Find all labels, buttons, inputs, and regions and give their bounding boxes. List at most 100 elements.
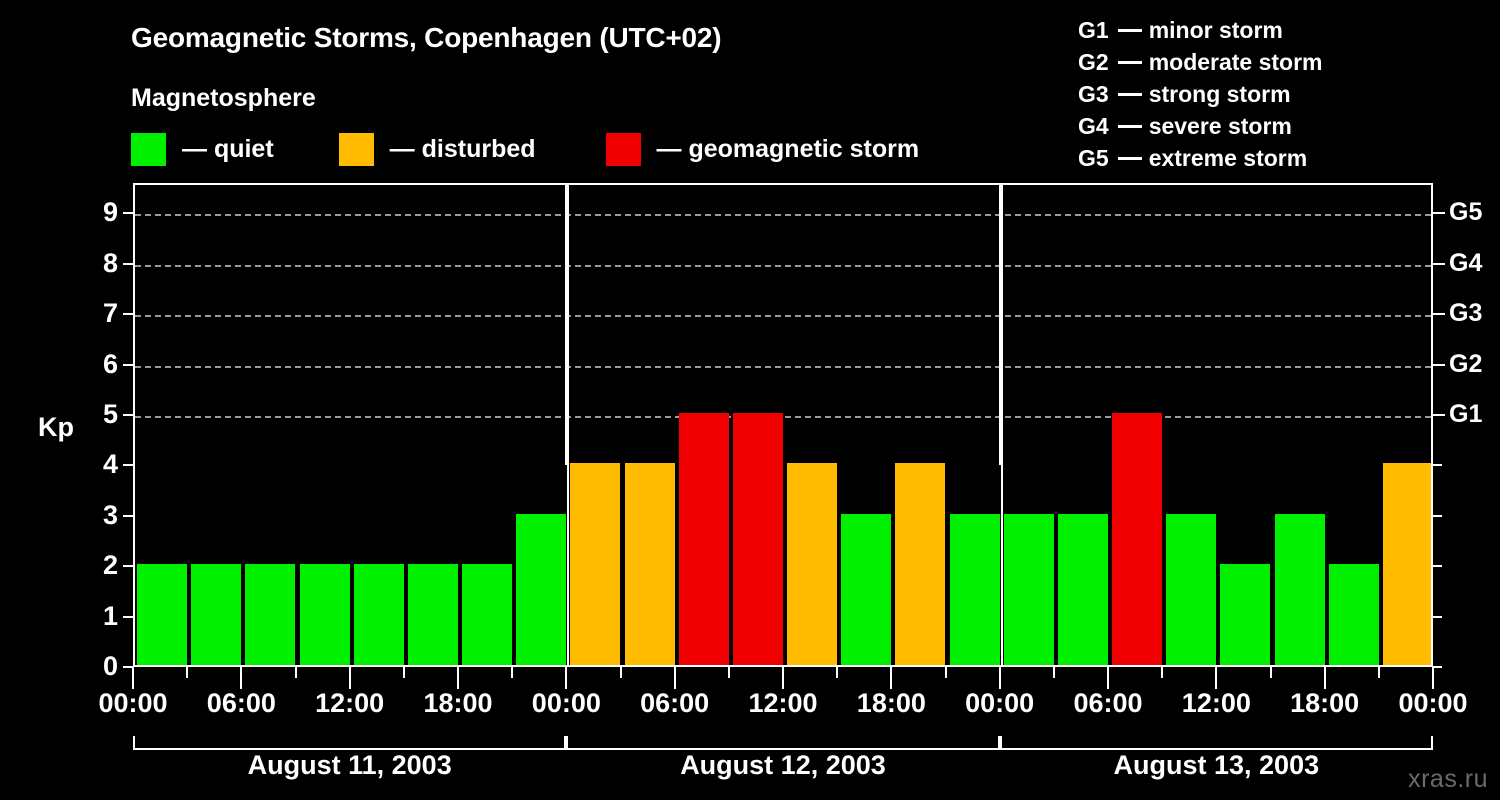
x-tick-minor	[727, 667, 730, 678]
x-tick-label: 06:00	[640, 688, 710, 718]
day-label: August 11, 2003	[247, 750, 452, 780]
g-axis-tick-label: G5	[1449, 198, 1483, 227]
bar	[1057, 513, 1108, 665]
chart-subtitle: Magnetosphere	[131, 84, 316, 112]
legend-entry-disturbed: — disturbed	[338, 132, 536, 166]
x-tick-label: 12:00	[748, 688, 818, 718]
x-tick-minor	[619, 667, 622, 678]
y-tick-label: 7	[102, 298, 118, 329]
g-legend-description: severe storm	[1148, 112, 1292, 139]
day-bracket	[133, 736, 567, 750]
gridline-kp-9	[135, 214, 1431, 217]
y-axis-label: Kp	[38, 412, 74, 442]
bar	[895, 463, 946, 665]
g-axis-tick-mark	[1433, 262, 1445, 265]
x-tick-label: 18:00	[423, 688, 493, 718]
day-separator	[567, 185, 570, 665]
legend-swatch-geomagnetic-storm	[605, 132, 641, 166]
right-axis-minor-tick	[1433, 464, 1442, 467]
bar	[624, 463, 675, 665]
g-axis-tick-mark	[1433, 212, 1445, 215]
x-tick-minor	[186, 667, 189, 678]
day-label: August 12, 2003	[680, 750, 886, 780]
legend-swatch-quiet	[131, 132, 166, 166]
x-tick-minor	[402, 667, 405, 678]
bar	[299, 564, 350, 665]
g-legend-dash-icon	[1117, 28, 1142, 32]
watermark: xras.ru	[1408, 765, 1488, 793]
y-tick-mark	[123, 212, 134, 215]
bar	[1112, 412, 1163, 665]
x-tick-minor	[1377, 667, 1380, 678]
day-bracket	[566, 736, 1000, 750]
legend-entry-geomagnetic-storm: — geomagnetic storm	[605, 132, 919, 166]
right-axis-minor-tick	[1433, 514, 1442, 517]
x-tick-major	[782, 667, 784, 689]
y-tick-mark	[123, 363, 134, 366]
x-tick-label: 00:00	[965, 688, 1035, 718]
x-tick-major	[457, 667, 459, 689]
gridline-kp-8	[135, 264, 1431, 267]
gridline-kp-7	[135, 315, 1431, 318]
g-legend-dash-icon	[1117, 124, 1142, 128]
g-scale-legend: G1 minor storm G2 moderate storm G3 strong st…	[1078, 14, 1323, 174]
x-tick-major	[1215, 667, 1218, 689]
bar	[732, 412, 783, 665]
bar	[678, 412, 729, 665]
x-tick-label: 18:00	[856, 688, 926, 718]
g-axis-tick-label: G3	[1449, 299, 1483, 328]
g-legend-dash-icon	[1117, 60, 1142, 64]
g-legend-row-g5: G5 extreme storm	[1078, 142, 1323, 174]
bar	[407, 564, 458, 665]
g-legend-dash-icon	[1117, 156, 1142, 160]
y-tick-label: 9	[102, 197, 118, 228]
g-legend-code: G4	[1078, 112, 1109, 139]
g-legend-description: extreme storm	[1148, 144, 1308, 171]
x-tick-label: 18:00	[1290, 688, 1360, 718]
x-tick-major	[1432, 667, 1434, 689]
x-tick-major	[348, 667, 351, 689]
y-tick-label: 1	[102, 600, 118, 631]
x-tick-minor	[836, 667, 839, 678]
x-tick-major	[1107, 667, 1109, 689]
x-tick-label: 06:00	[1073, 688, 1143, 718]
x-tick-minor	[944, 667, 947, 678]
bar	[353, 564, 404, 665]
g-legend-row-g1: G1 minor storm	[1078, 14, 1323, 46]
right-axis-minor-tick	[1433, 565, 1442, 568]
x-tick-minor	[1052, 667, 1055, 678]
x-tick-label: 00:00	[98, 688, 168, 718]
bar	[1382, 463, 1431, 665]
x-tick-label: 12:00	[315, 688, 385, 718]
legend-swatch-disturbed	[338, 132, 374, 166]
y-tick-mark	[123, 262, 134, 265]
page-title: Geomagnetic Storms, Copenhagen (UTC+02)	[131, 22, 722, 53]
g-legend-code: G5	[1078, 144, 1109, 171]
y-tick-label: 3	[102, 499, 118, 530]
color-legend: — quiet — disturbed — geomagnetic storm	[131, 132, 919, 166]
y-tick-mark	[123, 313, 134, 316]
g-legend-description: strong storm	[1148, 80, 1291, 107]
x-tick-label: 00:00	[1398, 688, 1468, 718]
g-axis-tick-mark	[1433, 413, 1445, 416]
y-tick-label: 6	[102, 348, 118, 379]
x-tick-minor	[1161, 667, 1164, 678]
g-legend-row-g3: G3 strong storm	[1078, 78, 1323, 110]
x-tick-minor	[511, 667, 514, 678]
x-tick-label: 06:00	[206, 688, 276, 718]
x-tick-minor	[294, 667, 297, 678]
x-tick-major	[1323, 667, 1326, 689]
y-tick-mark	[123, 514, 134, 517]
g-axis-tick-mark	[1433, 363, 1445, 366]
x-tick-label: 12:00	[1181, 688, 1251, 718]
day-separator-overlay	[998, 183, 1001, 466]
bar	[841, 513, 892, 665]
g-legend-row-g4: G4 severe storm	[1078, 110, 1323, 142]
day-separator	[1000, 185, 1003, 665]
right-axis-minor-tick	[1433, 666, 1442, 668]
bar	[787, 463, 838, 665]
y-tick-label: 5	[102, 398, 118, 429]
bar	[570, 463, 621, 665]
x-tick-major	[132, 667, 134, 689]
y-tick-mark	[123, 413, 134, 416]
